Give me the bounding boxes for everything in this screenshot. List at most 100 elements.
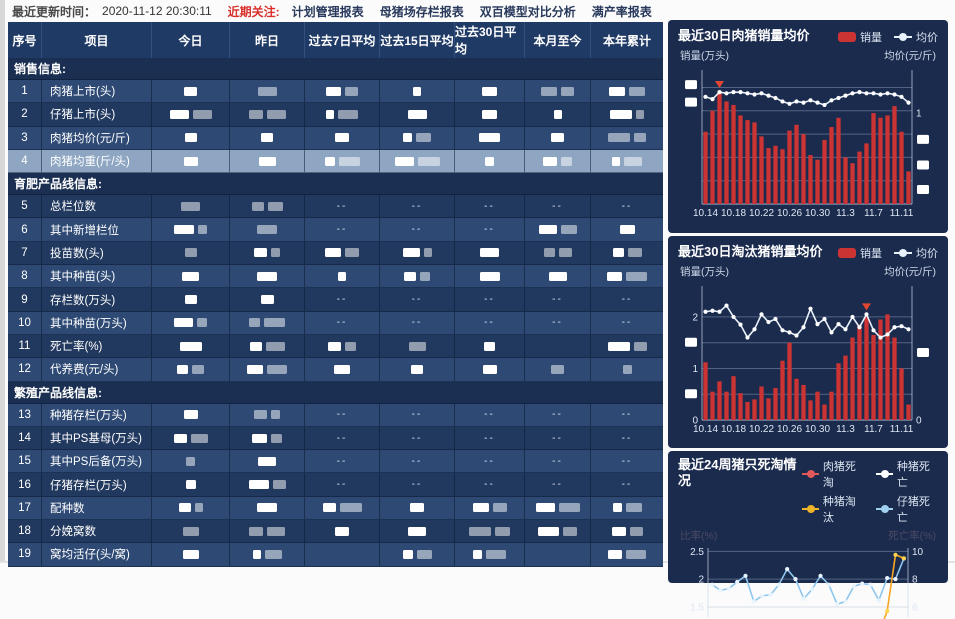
table-row[interactable]: 16 仔猪存栏(万头) -- -- -- -- -- bbox=[8, 473, 663, 497]
value-cell bbox=[152, 358, 230, 382]
redacted-value bbox=[183, 410, 198, 420]
redacted-value bbox=[184, 133, 197, 143]
value-cell bbox=[152, 426, 230, 451]
table-row[interactable]: 8 其中种苗(头) bbox=[8, 265, 663, 289]
redacted-value bbox=[626, 549, 646, 559]
row-label: 其中PS后备(万头) bbox=[42, 450, 152, 474]
value-cell: -- bbox=[305, 195, 380, 219]
table-row[interactable]: 17 配种数 bbox=[8, 496, 663, 521]
table-row[interactable]: 10 其中种苗(万头) -- -- -- -- -- bbox=[8, 311, 663, 335]
empty-dash: -- bbox=[411, 200, 423, 212]
redacted-value bbox=[328, 341, 341, 351]
table-row[interactable]: 9 存栏数(万头) -- -- -- -- -- bbox=[8, 288, 663, 312]
table-row[interactable]: 7 投苗数(头) bbox=[8, 241, 663, 266]
redacted-value bbox=[551, 133, 564, 143]
value-cell bbox=[380, 80, 455, 104]
svg-text:10.14: 10.14 bbox=[693, 424, 718, 435]
value-cell bbox=[380, 103, 455, 127]
svg-text:11.11: 11.11 bbox=[890, 208, 914, 219]
table-row[interactable]: 18 分娩窝数 bbox=[8, 520, 663, 544]
value-cell bbox=[525, 496, 591, 521]
value-cell: -- bbox=[455, 426, 525, 451]
table-row[interactable]: 3 肉猪均价(元/斤) bbox=[8, 126, 663, 150]
redacted-value bbox=[249, 526, 263, 536]
legend-line-dot-icon bbox=[894, 248, 912, 258]
table-row[interactable]: 15 其中PS后备(万头) -- -- -- -- -- bbox=[8, 450, 663, 474]
row-index: 16 bbox=[8, 473, 42, 497]
table-row[interactable]: 12 代养费(元/头) bbox=[8, 358, 663, 382]
redacted-value bbox=[184, 295, 197, 305]
redacted-value bbox=[186, 456, 195, 466]
row-label: 投苗数(头) bbox=[42, 241, 152, 266]
legend-item[interactable]: 肉猪死淘 bbox=[802, 458, 864, 490]
value-cell bbox=[380, 496, 455, 521]
value-cell bbox=[455, 543, 525, 567]
value-cell bbox=[305, 126, 380, 150]
redacted-value bbox=[486, 549, 506, 559]
value-cell: -- bbox=[525, 311, 591, 335]
redacted-value bbox=[629, 86, 645, 96]
value-cell bbox=[525, 265, 591, 289]
redacted-value bbox=[627, 248, 642, 258]
value-cell bbox=[230, 426, 305, 451]
svg-text:10.22: 10.22 bbox=[749, 208, 774, 219]
legend-item[interactable]: 种猪死亡 bbox=[876, 458, 938, 490]
table-row[interactable]: 11 死亡率(%) bbox=[8, 334, 663, 359]
redacted-value bbox=[334, 364, 350, 374]
empty-dash: -- bbox=[552, 317, 563, 329]
empty-dash: -- bbox=[552, 294, 563, 306]
value-cell bbox=[152, 496, 230, 521]
value-cell: -- bbox=[305, 311, 380, 335]
empty-dash: -- bbox=[411, 224, 423, 236]
chart-title: 最近30日淘汰猪销量均价 bbox=[678, 244, 823, 259]
table-row[interactable]: 1 肉猪上市(头) bbox=[8, 80, 663, 104]
svg-text:11.3: 11.3 bbox=[836, 208, 855, 219]
value-cell bbox=[525, 520, 591, 544]
svg-text:11.7: 11.7 bbox=[864, 208, 883, 219]
table-row[interactable]: 5 总栏位数 -- -- -- -- -- bbox=[8, 195, 663, 219]
nav-link-2[interactable]: 母猪场存栏报表 bbox=[379, 4, 464, 19]
redacted-value bbox=[633, 341, 647, 351]
redacted-value bbox=[185, 480, 196, 490]
section-row: 繁殖产品线信息: bbox=[8, 381, 663, 404]
redacted-value bbox=[198, 225, 207, 235]
redacted-value bbox=[410, 503, 424, 513]
legend-item[interactable]: 种猪淘汰 bbox=[802, 493, 864, 525]
value-cell bbox=[591, 242, 663, 266]
redacted-value bbox=[183, 156, 198, 166]
table-row[interactable]: 19 窝均活仔(头/窝) bbox=[8, 543, 663, 567]
nav-link-3[interactable]: 双百模型对比分析 bbox=[479, 4, 576, 19]
row-index: 9 bbox=[8, 288, 42, 312]
table-row[interactable]: 4 肉猪均重(斤/头) bbox=[8, 149, 663, 174]
legend-item[interactable]: 仔猪死亡 bbox=[876, 493, 938, 525]
value-cell bbox=[230, 496, 305, 521]
table-row[interactable]: 14 其中PS基母(万头) -- -- -- -- -- bbox=[8, 426, 663, 451]
cull-pig-sales-price-chart: 210 010.14 10.18 10.22 10.26 10.30 11.3 11.7 11.… bbox=[685, 286, 929, 435]
legend-item[interactable]: 销量 bbox=[838, 245, 882, 261]
value-cell bbox=[455, 241, 525, 266]
redacted-value bbox=[338, 271, 346, 281]
redacted-value bbox=[178, 503, 191, 513]
value-cell: -- bbox=[455, 195, 525, 219]
nav-link-1[interactable]: 计划管理报表 bbox=[291, 4, 364, 19]
legend-item[interactable]: 销量 bbox=[838, 29, 882, 45]
redacted-value bbox=[181, 201, 200, 211]
redacted-value bbox=[610, 109, 632, 119]
legend-label: 销量 bbox=[860, 248, 882, 260]
row-label: 肉猪上市(头) bbox=[42, 80, 152, 104]
table-row[interactable]: 6 其中新增栏位 -- -- -- bbox=[8, 218, 663, 242]
nav-link-4[interactable]: 满产率报表 bbox=[591, 4, 652, 19]
value-cell bbox=[525, 80, 591, 104]
window-edge bbox=[0, 0, 5, 563]
table-row[interactable]: 2 仔猪上市(头) bbox=[8, 103, 663, 127]
empty-dash: -- bbox=[484, 432, 495, 444]
legend-item[interactable]: 均价 bbox=[894, 245, 938, 261]
legend-item[interactable]: 均价 bbox=[894, 29, 938, 45]
row-label: 窝均活仔(头/窝) bbox=[42, 543, 152, 567]
chart-card-cull-sales: 最近30日淘汰猪销量均价 销量 均价 销量(万头) 均价(元/斤) 2 1 0 0 10.… bbox=[668, 236, 948, 448]
value-cell: -- bbox=[591, 404, 663, 427]
value-cell bbox=[152, 265, 230, 289]
value-cell: -- bbox=[305, 473, 380, 497]
empty-dash: -- bbox=[336, 317, 348, 329]
table-row[interactable]: 13 种猪存栏(万头) -- -- -- -- -- bbox=[8, 403, 663, 427]
